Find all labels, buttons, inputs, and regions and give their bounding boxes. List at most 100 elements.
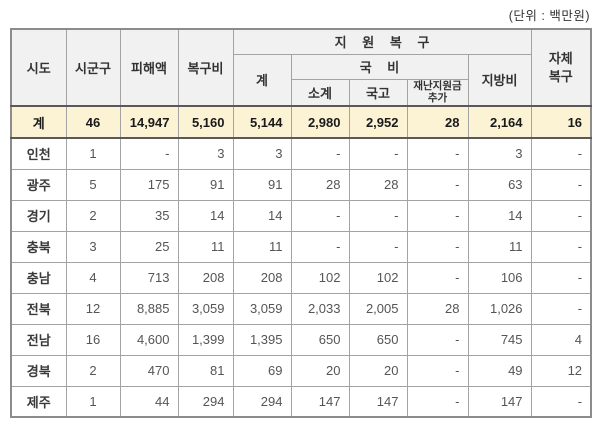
cell: 2,952	[348, 105, 408, 139]
cell: -	[406, 385, 469, 418]
cell: -	[290, 230, 350, 263]
cell: 69	[232, 354, 292, 387]
table-body: 계 46 14,947 5,160 5,144 2,980 2,952 28 2,164 16 인천…	[10, 105, 592, 418]
cell: 208	[177, 261, 234, 294]
row-label: 전남	[10, 323, 67, 356]
header-row-3: 소계 국고 재난지원금 추가	[11, 78, 591, 107]
header-row-2: 계 국 비 지방비	[11, 53, 591, 107]
cell: 1,395	[232, 323, 292, 356]
table-row: 충남 4 713 208 208 102 102-106-	[10, 261, 592, 294]
header-support-recovery-group: 지 원 복 구	[232, 28, 532, 55]
cell: 81	[177, 354, 234, 387]
cell: -	[406, 168, 469, 201]
cell: -	[406, 137, 469, 170]
cell: 12	[65, 292, 121, 325]
cell: 713	[119, 261, 179, 294]
cell: 91	[177, 168, 234, 201]
cell: 1,026	[467, 292, 532, 325]
header-sigungu: 시군구	[65, 28, 121, 107]
table-row: 전북 12 8,885 3,059 3,059 2,033 2,005 28 1,026-	[10, 292, 592, 325]
cell: 14	[467, 199, 532, 232]
header-recovery-cost: 복구비	[177, 28, 234, 107]
cell: 11	[467, 230, 532, 263]
cell: 2	[65, 354, 121, 387]
row-label: 제주	[10, 385, 67, 418]
cell: 294	[177, 385, 234, 418]
header-treasury: 국고	[348, 78, 408, 107]
cell: -	[530, 292, 592, 325]
cell: 5	[65, 168, 121, 201]
cell: 745	[467, 323, 532, 356]
cell: 102	[290, 261, 350, 294]
cell: 175	[119, 168, 179, 201]
cell: -	[290, 137, 350, 170]
header-national-fund-group: 국 비	[290, 53, 469, 80]
table-row: 제주 1 44 294 294 147 147-147-	[10, 385, 592, 418]
cell: 470	[119, 354, 179, 387]
cell: -	[406, 323, 469, 356]
cell: 20	[290, 354, 350, 387]
cell: 2,005	[348, 292, 408, 325]
cell: 147	[348, 385, 408, 418]
cell: 2,033	[290, 292, 350, 325]
cell: -	[530, 385, 592, 418]
cell: 1	[65, 137, 121, 170]
row-label: 경북	[10, 354, 67, 387]
header-local-fund: 지방비	[467, 53, 532, 107]
unit-label: (단위 : 백만원)	[508, 9, 590, 23]
cell: -	[406, 199, 469, 232]
cell: -	[406, 230, 469, 263]
cell: 44	[119, 385, 179, 418]
table-row: 광주 5 175 91 91 28 28-63-	[10, 168, 592, 201]
cell: 35	[119, 199, 179, 232]
cell: -	[530, 261, 592, 294]
cell: 3,059	[232, 292, 292, 325]
cell: -	[348, 230, 408, 263]
cell: 4	[530, 323, 592, 356]
cell: 102	[348, 261, 408, 294]
header-disaster-fund-extra: 재난지원금 추가	[406, 78, 469, 107]
row-label: 전북	[10, 292, 67, 325]
header-self-recovery: 자체 복구	[530, 28, 592, 107]
cell: 5,144	[232, 105, 292, 139]
cell: -	[530, 230, 592, 263]
cell: 14,947	[119, 105, 179, 139]
cell: 2,980	[290, 105, 350, 139]
cell: 49	[467, 354, 532, 387]
cell: 20	[348, 354, 408, 387]
cell: 650	[290, 323, 350, 356]
cell: 3	[232, 137, 292, 170]
cell: -	[406, 261, 469, 294]
cell: 11	[177, 230, 234, 263]
cell: -	[348, 137, 408, 170]
cell: 208	[232, 261, 292, 294]
cell: 3	[65, 230, 121, 263]
cell: 2	[65, 199, 121, 232]
cell: 4	[65, 261, 121, 294]
cell: 4,600	[119, 323, 179, 356]
cell: 5,160	[177, 105, 234, 139]
header-damage: 피해액	[119, 28, 179, 107]
row-label: 인천	[10, 137, 67, 170]
cell: 147	[290, 385, 350, 418]
cell: 1,399	[177, 323, 234, 356]
cell: 46	[65, 105, 121, 139]
cell: 2,164	[467, 105, 532, 139]
cell: 14	[232, 199, 292, 232]
header-sido: 시도	[10, 28, 67, 107]
cell: -	[530, 137, 592, 170]
cell: 3	[467, 137, 532, 170]
row-label: 충북	[10, 230, 67, 263]
cell: 28	[290, 168, 350, 201]
row-label: 광주	[10, 168, 67, 201]
recovery-funding-table: 시도 시군구 피해액 복구비 지 원 복 구 자체 복구 계 국 비 지방비 소…	[10, 28, 593, 418]
table-header: 시도 시군구 피해액 복구비 지 원 복 구 자체 복구 계 국 비 지방비 소…	[10, 28, 592, 107]
row-label: 충남	[10, 261, 67, 294]
cell: 28	[348, 168, 408, 201]
cell: 25	[119, 230, 179, 263]
cell: 3,059	[177, 292, 234, 325]
cell: 3	[177, 137, 234, 170]
cell: 28	[406, 105, 469, 139]
table-row: 전남 16 4,600 1,399 1,395 650 650-745 4	[10, 323, 592, 356]
cell: -	[406, 354, 469, 387]
